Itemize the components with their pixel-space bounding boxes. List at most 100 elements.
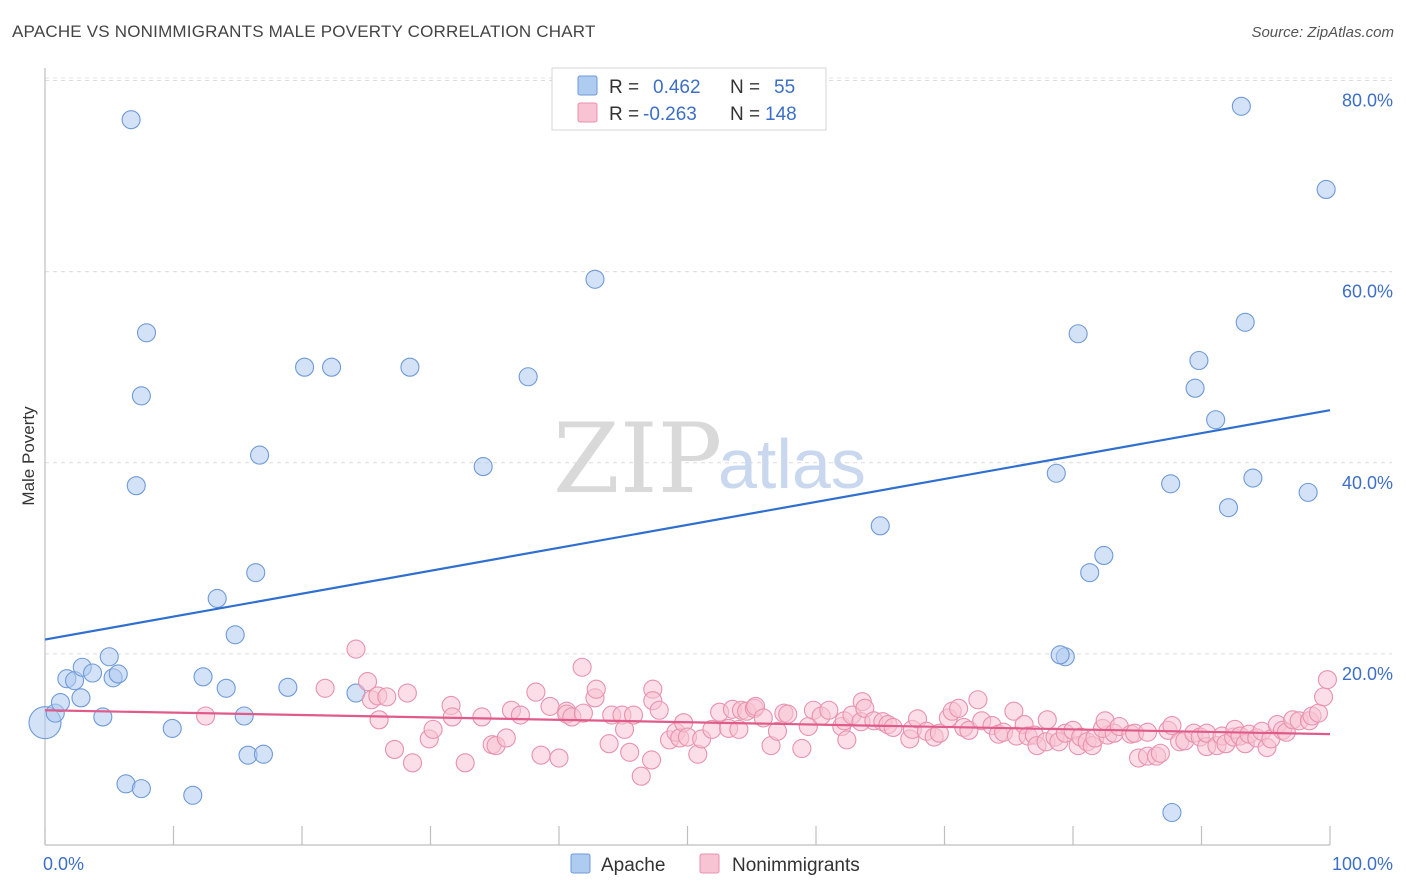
grid-lines [45, 77, 1392, 655]
point-apache-53 [1298, 482, 1318, 502]
bottom-legend-label-nonimmigrants: Nonimmigrants [732, 855, 860, 876]
point-nonimmigrants-33 [599, 734, 619, 754]
point-nonimmigrants-9 [397, 683, 417, 703]
point-apache-40 [1050, 645, 1070, 665]
point-nonimmigrants-91 [959, 720, 979, 740]
point-nonimmigrants-37 [620, 742, 640, 762]
point-nonimmigrants-16 [472, 707, 492, 727]
point-apache-20 [193, 667, 213, 687]
point-nonimmigrants-3 [357, 672, 378, 692]
point-apache-21 [207, 588, 227, 608]
point-nonimmigrants-104 [1037, 710, 1057, 730]
point-nonimmigrants-122 [1137, 722, 1158, 742]
point-nonimmigrants-86 [929, 723, 949, 743]
point-nonimmigrants-12 [423, 719, 443, 739]
legend-r-label-apache: R = [609, 77, 639, 98]
legend-r-value-nonimmigrants: -0.263 [643, 104, 697, 125]
point-apache-22 [216, 678, 236, 698]
bottom-legend-swatch-nonimmigrants [699, 853, 720, 874]
point-nonimmigrants-97 [1004, 701, 1024, 721]
point-apache-42 [1080, 563, 1100, 583]
point-apache-43 [1094, 545, 1114, 565]
point-nonimmigrants-39 [631, 766, 651, 786]
point-apache-47 [1189, 350, 1209, 371]
point-apache-29 [278, 677, 298, 697]
point-apache-44 [1161, 474, 1181, 494]
point-apache-5 [71, 688, 91, 708]
point-apache-28 [253, 744, 274, 764]
point-apache-2 [50, 693, 70, 713]
point-nonimmigrants-7 [377, 687, 397, 707]
correlation-legend: R = 0.462 N = 55 R = -0.263 N = 148 [551, 67, 827, 131]
y-tick-labels: 20.0% 40.0% 60.0% 80.0% [1342, 91, 1393, 684]
point-nonimmigrants-10 [402, 753, 423, 773]
data-points [28, 96, 1337, 823]
point-apache-37 [870, 516, 890, 536]
point-nonimmigrants-72 [837, 730, 857, 750]
legend-n-label-apache: N = [730, 77, 760, 98]
legend-r-value-apache: 0.462 [653, 77, 701, 98]
point-apache-14 [126, 476, 146, 496]
x-tick-labels: 0.0% 100.0% [43, 854, 1393, 874]
point-apache-15 [131, 779, 151, 799]
point-apache-7 [82, 663, 103, 683]
legend-swatch-apache [577, 75, 598, 96]
point-nonimmigrants-29 [572, 657, 592, 677]
point-nonimmigrants-6 [369, 710, 389, 730]
point-apache-41 [1068, 324, 1088, 344]
bottom-legend-swatch-apache [570, 853, 591, 874]
point-apache-16 [131, 386, 151, 406]
bottom-legend-label-apache: Apache [601, 855, 665, 876]
point-apache-23 [225, 625, 245, 645]
y-tick-label-3: 80.0% [1342, 91, 1393, 111]
point-nonimmigrants-22 [526, 682, 546, 702]
y-tick-label-1: 40.0% [1342, 473, 1393, 493]
y-tick-label-2: 60.0% [1342, 282, 1393, 302]
point-nonimmigrants-153 [1308, 703, 1328, 723]
point-nonimmigrants-155 [1317, 670, 1337, 690]
point-nonimmigrants-65 [792, 738, 812, 759]
watermark-atlas: atlas [718, 425, 866, 503]
point-nonimmigrants-89 [949, 698, 969, 718]
point-nonimmigrants-55 [729, 719, 749, 739]
point-apache-52 [1243, 468, 1263, 488]
point-apache-35 [518, 367, 538, 387]
point-nonimmigrants-8 [384, 739, 405, 759]
point-apache-50 [1231, 96, 1251, 116]
point-nonimmigrants-38 [623, 705, 644, 725]
point-apache-24 [234, 706, 254, 726]
point-nonimmigrants-32 [586, 679, 606, 699]
point-nonimmigrants-92 [968, 690, 988, 710]
point-apache-36 [585, 269, 605, 289]
point-apache-19 [183, 785, 203, 805]
point-apache-33 [400, 357, 420, 377]
point-nonimmigrants-154 [1314, 687, 1334, 707]
trend-lines [44, 409, 1331, 736]
chart-title: APACHE VS NONIMMIGRANTS MALE POVERTY COR… [12, 22, 596, 41]
point-nonimmigrants-60 [753, 708, 773, 728]
legend-swatch-nonimmigrants [577, 102, 598, 123]
point-nonimmigrants-15 [455, 753, 475, 773]
point-nonimmigrants-30 [573, 703, 593, 723]
point-apache-18 [162, 718, 182, 738]
point-apache-46 [1185, 378, 1205, 398]
point-nonimmigrants-43 [649, 700, 669, 720]
point-nonimmigrants-125 [1150, 743, 1170, 763]
legend-r-label-nonimmigrants: R = [609, 104, 639, 125]
point-apache-34 [473, 457, 493, 477]
point-nonimmigrants-62 [767, 721, 788, 741]
point-nonimmigrants-64 [778, 704, 798, 724]
point-apache-30 [295, 357, 315, 377]
point-apache-9 [99, 647, 119, 667]
point-nonimmigrants-25 [549, 748, 569, 768]
point-apache-39 [1046, 463, 1066, 483]
x-tick-label-1: 100.0% [1332, 854, 1393, 874]
bottom-legend: Apache Nonimmigrants [570, 853, 860, 876]
point-apache-13 [121, 110, 141, 130]
point-nonimmigrants-23 [531, 745, 551, 765]
point-apache-27 [250, 445, 270, 465]
trend-line-apache [44, 409, 1331, 641]
point-nonimmigrants-19 [496, 728, 516, 748]
y-tick-label-0: 20.0% [1342, 664, 1393, 684]
